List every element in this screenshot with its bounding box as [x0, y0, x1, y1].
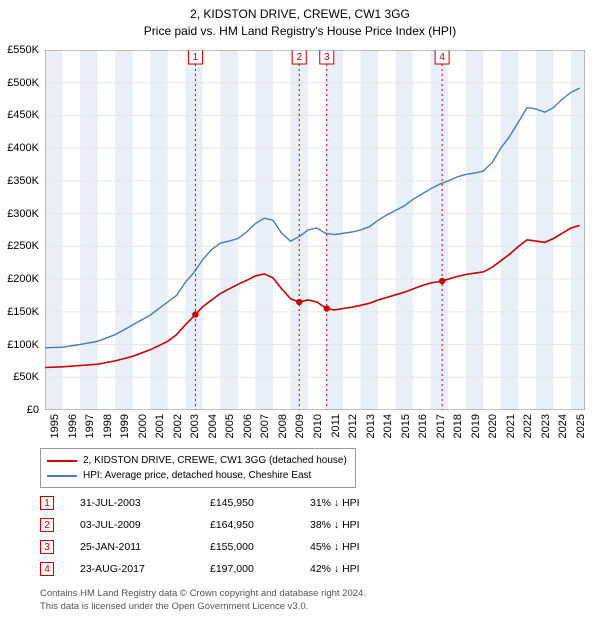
sale-diff: 42% ↓ HPI	[310, 563, 410, 575]
sale-marker: 3	[40, 540, 54, 554]
svg-text:4: 4	[439, 52, 445, 63]
sale-date: 03-JUL-2009	[80, 519, 210, 531]
legend-row: HPI: Average price, detached house, Ches…	[47, 468, 347, 483]
x-tick-label: 2013	[365, 414, 377, 438]
x-tick-label: 2004	[207, 414, 219, 438]
x-tick-label: 2011	[330, 414, 342, 438]
x-tick-label: 1995	[49, 414, 61, 438]
y-tick-label: £450K	[7, 109, 39, 121]
y-tick-label: £150K	[7, 306, 39, 318]
legend-swatch-hpi	[47, 475, 77, 477]
y-tick-label: £50K	[13, 371, 39, 383]
y-tick-label: £100K	[7, 339, 39, 351]
x-tick-label: 2007	[259, 414, 271, 438]
legend-label-hpi: HPI: Average price, detached house, Ches…	[83, 468, 311, 483]
y-axis: £0£50K£100K£150K£200K£250K£300K£350K£400…	[0, 50, 42, 410]
x-tick-label: 2018	[452, 414, 464, 438]
sale-price: £145,950	[210, 497, 310, 509]
svg-text:3: 3	[324, 52, 330, 63]
x-tick-label: 2012	[347, 414, 359, 438]
legend-box: 2, KIDSTON DRIVE, CREWE, CW1 3GG (detach…	[40, 448, 356, 488]
y-tick-label: £200K	[7, 273, 39, 285]
sale-date: 25-JAN-2011	[80, 541, 210, 553]
x-tick-label: 2006	[242, 414, 254, 438]
x-tick-label: 2016	[417, 414, 429, 438]
title-block: 2, KIDSTON DRIVE, CREWE, CW1 3GG Price p…	[0, 0, 600, 40]
footer: Contains HM Land Registry data © Crown c…	[40, 588, 366, 614]
x-tick-label: 1998	[102, 414, 114, 438]
x-tick-label: 2022	[522, 414, 534, 438]
sale-diff: 45% ↓ HPI	[310, 541, 410, 553]
chart-area: 1 2 3 4	[45, 50, 585, 410]
footer-line1: Contains HM Land Registry data © Crown c…	[40, 588, 366, 601]
y-tick-label: £300K	[7, 208, 39, 220]
sale-marker: 1	[40, 496, 54, 510]
sale-price: £164,950	[210, 519, 310, 531]
x-tick-label: 2025	[575, 414, 587, 438]
x-tick-label: 2003	[189, 414, 201, 438]
title-address: 2, KIDSTON DRIVE, CREWE, CW1 3GG	[0, 6, 600, 23]
x-tick-label: 2008	[277, 414, 289, 438]
x-tick-label: 2000	[137, 414, 149, 438]
plot-svg: 1 2 3 4	[45, 50, 585, 410]
sale-date: 23-AUG-2017	[80, 563, 210, 575]
x-tick-label: 2005	[224, 414, 236, 438]
sale-price: £197,000	[210, 563, 310, 575]
legend-label-paid: 2, KIDSTON DRIVE, CREWE, CW1 3GG (detach…	[83, 453, 347, 468]
svg-text:2: 2	[296, 52, 302, 63]
x-tick-label: 1996	[67, 414, 79, 438]
title-subtitle: Price paid vs. HM Land Registry's House …	[0, 23, 600, 40]
sale-diff: 31% ↓ HPI	[310, 497, 410, 509]
y-tick-label: £550K	[7, 44, 39, 56]
x-tick-label: 2020	[487, 414, 499, 438]
sale-marker: 4	[40, 562, 54, 576]
sale-diff: 38% ↓ HPI	[310, 519, 410, 531]
chart-container: 2, KIDSTON DRIVE, CREWE, CW1 3GG Price p…	[0, 0, 600, 620]
x-tick-label: 1997	[84, 414, 96, 438]
x-tick-label: 2014	[382, 414, 394, 438]
legend-row: 2, KIDSTON DRIVE, CREWE, CW1 3GG (detach…	[47, 453, 347, 468]
x-tick-label: 2001	[154, 414, 166, 438]
sale-marker: 2	[40, 518, 54, 532]
svg-text:1: 1	[193, 52, 199, 63]
x-tick-label: 2023	[540, 414, 552, 438]
x-tick-label: 2021	[505, 414, 517, 438]
sale-row: 4 23-AUG-2017£197,00042% ↓ HPI	[40, 558, 410, 580]
sale-row: 3 25-JAN-2011£155,00045% ↓ HPI	[40, 536, 410, 558]
sale-price: £155,000	[210, 541, 310, 553]
x-tick-label: 2002	[172, 414, 184, 438]
y-tick-label: £350K	[7, 175, 39, 187]
sale-row: 2 03-JUL-2009£164,95038% ↓ HPI	[40, 514, 410, 536]
sales-table: 1 31-JUL-2003£145,95031% ↓ HPI 2 03-JUL-200…	[40, 492, 410, 580]
y-tick-label: £250K	[7, 240, 39, 252]
x-tick-label: 2024	[557, 414, 569, 438]
x-tick-label: 2019	[470, 414, 482, 438]
footer-line2: This data is licensed under the Open Gov…	[40, 601, 366, 614]
x-tick-label: 1999	[119, 414, 131, 438]
x-tick-label: 2015	[400, 414, 412, 438]
x-tick-label: 2010	[312, 414, 324, 438]
x-axis: 1995 1996 1997 1998 1999 2000 2001 2002 2003 2004…	[45, 412, 585, 446]
y-tick-label: £500K	[7, 77, 39, 89]
sale-row: 1 31-JUL-2003£145,95031% ↓ HPI	[40, 492, 410, 514]
x-tick-label: 2009	[294, 414, 306, 438]
sale-date: 31-JUL-2003	[80, 497, 210, 509]
x-tick-label: 2017	[435, 414, 447, 438]
y-tick-label: £400K	[7, 142, 39, 154]
legend-swatch-paid	[47, 460, 77, 462]
y-tick-label: £0	[27, 404, 39, 416]
